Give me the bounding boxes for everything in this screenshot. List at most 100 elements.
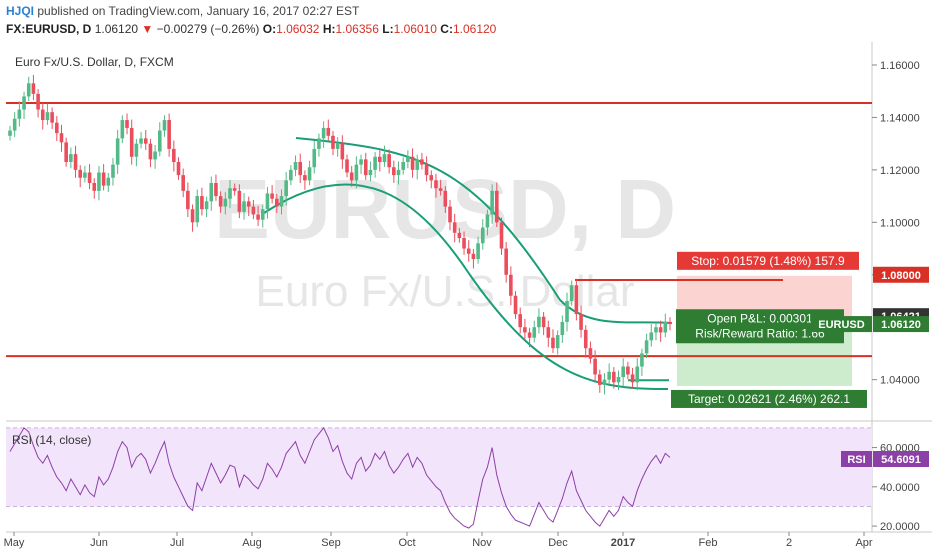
candle-body[interactable]: [401, 162, 405, 170]
candle-body[interactable]: [429, 175, 434, 181]
candle-body[interactable]: [64, 142, 68, 163]
candle-body[interactable]: [588, 348, 593, 359]
candle-body[interactable]: [607, 371, 611, 380]
candle-body[interactable]: [22, 96, 26, 110]
candle-body[interactable]: [209, 182, 214, 202]
candle-body[interactable]: [162, 120, 167, 131]
rsi-line[interactable]: [9, 426, 671, 529]
candle-body[interactable]: [298, 162, 303, 176]
candle-body[interactable]: [448, 206, 452, 223]
candle-body[interactable]: [83, 172, 87, 178]
candlestick-series[interactable]: [8, 74, 672, 395]
candle-body[interactable]: [462, 238, 466, 249]
candle-body[interactable]: [640, 353, 644, 367]
candle-body[interactable]: [279, 196, 284, 207]
candle-body[interactable]: [537, 316, 541, 328]
candle-body[interactable]: [406, 156, 410, 163]
candle-body[interactable]: [387, 154, 391, 168]
horizontal-lines[interactable]: [6, 102, 872, 382]
candle-body[interactable]: [485, 214, 490, 228]
candle-body[interactable]: [457, 232, 462, 239]
candle-body[interactable]: [78, 169, 83, 178]
candle-body[interactable]: [602, 379, 607, 385]
candle-body[interactable]: [111, 164, 115, 178]
candle-body[interactable]: [373, 156, 377, 170]
author-logo[interactable]: HJQI: [6, 4, 35, 18]
candle-body[interactable]: [345, 159, 349, 173]
candle-body[interactable]: [115, 138, 120, 165]
candle-body[interactable]: [518, 314, 523, 328]
candle-body[interactable]: [50, 112, 54, 123]
candle-body[interactable]: [232, 188, 237, 191]
candle-body[interactable]: [438, 188, 443, 191]
candle-body[interactable]: [167, 120, 171, 149]
candle-body[interactable]: [597, 374, 602, 385]
candle-body[interactable]: [434, 180, 438, 189]
candle-body[interactable]: [532, 327, 537, 338]
candle-body[interactable]: [546, 327, 551, 338]
candle-body[interactable]: [668, 321, 672, 325]
candle-body[interactable]: [148, 143, 153, 160]
candle-body[interactable]: [471, 253, 476, 260]
candle-body[interactable]: [420, 159, 424, 165]
candle-body[interactable]: [560, 321, 565, 336]
candle-body[interactable]: [218, 196, 223, 207]
candle-body[interactable]: [382, 154, 387, 163]
candle-body[interactable]: [31, 83, 36, 94]
candle-body[interactable]: [289, 169, 293, 181]
candle-body[interactable]: [363, 159, 368, 176]
candle-body[interactable]: [176, 162, 181, 176]
candle-body[interactable]: [331, 135, 335, 149]
candle-body[interactable]: [480, 227, 485, 244]
candle-body[interactable]: [658, 327, 663, 333]
price-axis[interactable]: 1.16000 1.14000 1.12000 1.10000 1.08000 1.040…: [872, 60, 920, 387]
candle-body[interactable]: [626, 366, 630, 375]
candle-body[interactable]: [153, 151, 157, 160]
candle-body[interactable]: [523, 327, 527, 333]
candle-body[interactable]: [143, 138, 148, 144]
candle-body[interactable]: [12, 118, 17, 131]
candle-body[interactable]: [490, 190, 494, 215]
candle-body[interactable]: [157, 130, 162, 152]
candle-body[interactable]: [125, 120, 129, 128]
candle-body[interactable]: [424, 164, 429, 176]
candle-body[interactable]: [541, 316, 546, 328]
candle-body[interactable]: [396, 169, 401, 176]
candle-body[interactable]: [36, 93, 40, 110]
candle-body[interactable]: [223, 198, 228, 207]
candle-body[interactable]: [509, 274, 513, 296]
candle-body[interactable]: [120, 120, 125, 139]
candle-body[interactable]: [317, 138, 321, 149]
candle-body[interactable]: [466, 248, 471, 254]
candle-body[interactable]: [101, 172, 106, 186]
price-chart[interactable]: EURUSD, D Euro Fx/U.S. Dollar Euro Fx/U.…: [0, 42, 932, 550]
candle-body[interactable]: [251, 206, 256, 215]
candle-body[interactable]: [200, 196, 204, 210]
candle-body[interactable]: [415, 159, 420, 170]
candle-body[interactable]: [87, 172, 92, 183]
candle-body[interactable]: [256, 214, 260, 220]
candle-body[interactable]: [17, 109, 22, 119]
candle-body[interactable]: [242, 201, 246, 212]
candle-body[interactable]: [410, 156, 415, 170]
candle-body[interactable]: [321, 127, 326, 139]
candle-body[interactable]: [275, 198, 279, 207]
candle-body[interactable]: [335, 143, 340, 149]
candle-body[interactable]: [26, 83, 31, 97]
candle-body[interactable]: [312, 148, 317, 168]
candle-body[interactable]: [569, 285, 574, 301]
candle-body[interactable]: [579, 314, 583, 330]
candle-body[interactable]: [368, 169, 373, 176]
candle-body[interactable]: [443, 190, 448, 207]
candle-body[interactable]: [574, 285, 579, 315]
candle-body[interactable]: [293, 162, 298, 170]
candle-body[interactable]: [195, 196, 200, 223]
candle-body[interactable]: [284, 180, 288, 197]
candle-body[interactable]: [237, 190, 242, 212]
time-axis[interactable]: May Jun Jul Aug Sep Oct Nov Dec 2017 Feb 2 Apr: [4, 532, 873, 549]
candle-body[interactable]: [663, 321, 668, 333]
candle-body[interactable]: [354, 164, 359, 181]
candle-body[interactable]: [340, 143, 345, 160]
candle-body[interactable]: [172, 148, 176, 163]
candle-body[interactable]: [504, 248, 508, 275]
